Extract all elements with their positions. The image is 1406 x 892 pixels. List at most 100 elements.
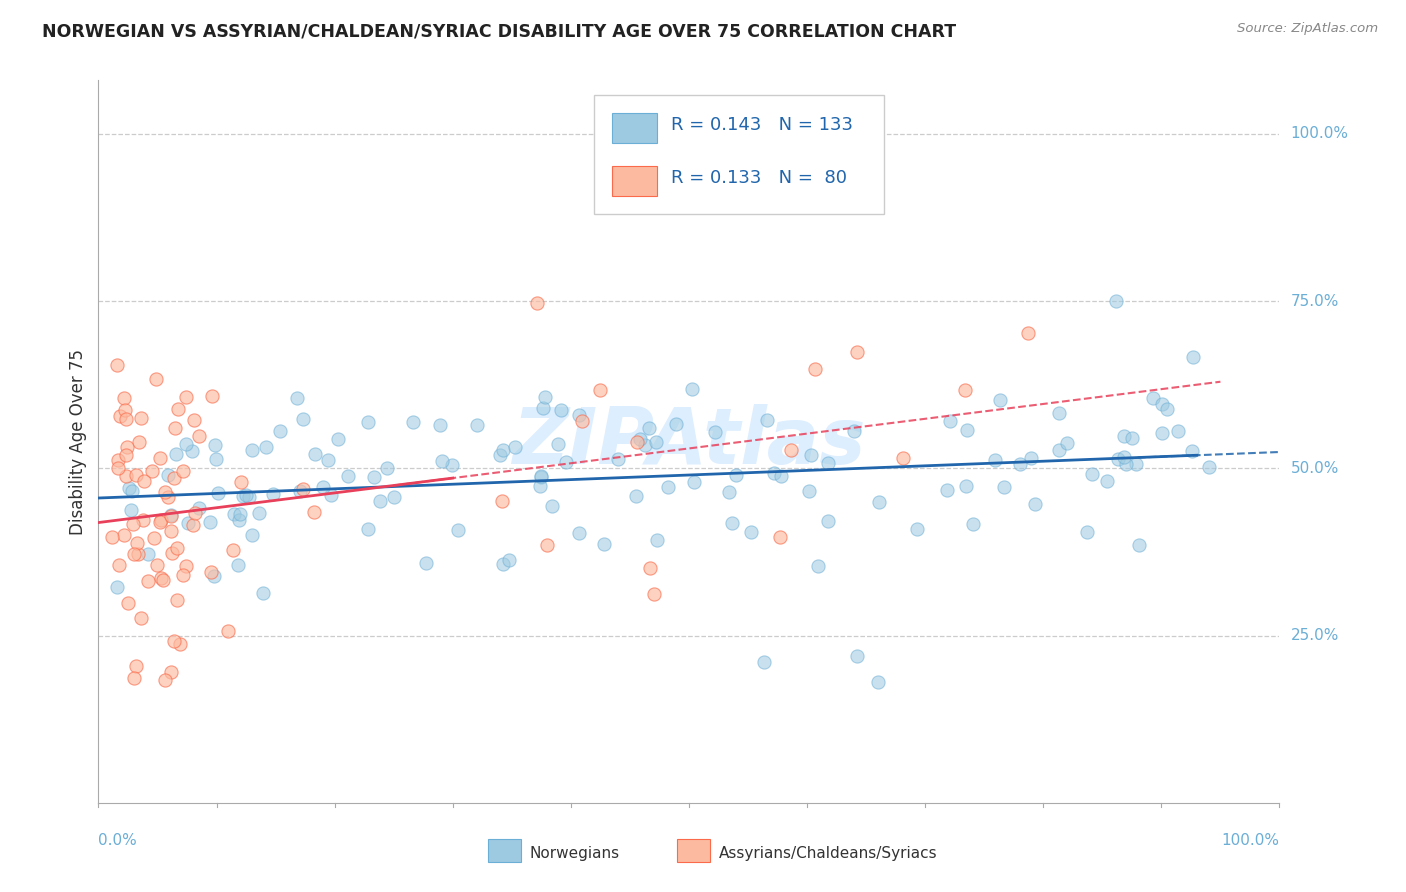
Point [526, 296, 548, 310]
Point [240, 527, 263, 541]
Bar [612, 166, 657, 196]
Y-axis label: Disability Age Over 75: Disability Age Over 75 [69, 349, 87, 534]
Point [993, 480, 1015, 494]
Point [1115, 457, 1137, 471]
Point [128, 434, 150, 449]
Point [703, 425, 725, 439]
Point [269, 424, 291, 438]
Point [247, 506, 270, 520]
Point [531, 401, 554, 415]
Point [304, 505, 326, 519]
Point [162, 633, 184, 648]
Point [254, 441, 277, 455]
Point [207, 486, 229, 500]
Point [845, 648, 868, 663]
Point [721, 516, 744, 530]
Point [645, 435, 668, 450]
Point [817, 514, 839, 528]
Point [498, 553, 520, 567]
Point [645, 533, 668, 547]
Point [1166, 425, 1188, 439]
Point [505, 441, 527, 455]
Point [153, 673, 176, 688]
Point [177, 516, 200, 530]
Point [112, 391, 135, 405]
Point [145, 558, 167, 572]
Point [201, 389, 224, 403]
Point [640, 561, 662, 575]
Point [112, 528, 135, 542]
Point [160, 545, 183, 559]
Point [568, 408, 591, 422]
Point [114, 403, 136, 417]
Point [756, 413, 779, 427]
Point [988, 393, 1011, 408]
Point [163, 421, 186, 435]
Point [533, 390, 555, 404]
Point [717, 484, 740, 499]
Point [1097, 475, 1119, 489]
Point [291, 482, 314, 496]
Point [122, 517, 145, 532]
Point [441, 458, 464, 472]
Point [492, 557, 515, 571]
Point [568, 526, 591, 541]
Point [492, 442, 515, 457]
Point [1047, 406, 1070, 420]
Point [800, 448, 823, 462]
Point [122, 548, 145, 562]
Point [1021, 451, 1043, 466]
Text: 100.0%: 100.0% [1222, 833, 1279, 848]
Point [157, 467, 180, 482]
Point [180, 444, 202, 458]
Point [150, 571, 173, 585]
Point [165, 447, 187, 461]
Point [953, 383, 976, 397]
Point [202, 569, 225, 583]
Point [1156, 402, 1178, 417]
Point [769, 469, 792, 483]
Point [169, 637, 191, 651]
Point [141, 464, 163, 478]
Point [174, 558, 197, 573]
Point [1008, 457, 1031, 471]
Point [159, 524, 181, 539]
Point [252, 586, 274, 600]
Text: R = 0.133   N =  80: R = 0.133 N = 80 [671, 169, 848, 187]
Point [1024, 497, 1046, 511]
Point [935, 483, 957, 497]
Point [138, 574, 160, 588]
Point [105, 580, 128, 594]
Point [172, 464, 194, 478]
Point [114, 412, 136, 426]
Point [1150, 397, 1173, 411]
Text: ZIPAtlas: ZIPAtlas [512, 403, 866, 480]
Point [536, 538, 558, 552]
Point [122, 671, 145, 685]
Point [285, 391, 308, 405]
Point [229, 475, 252, 489]
Point [184, 506, 207, 520]
Point [127, 548, 149, 562]
Point [188, 501, 211, 516]
Point [240, 443, 263, 458]
Point [174, 390, 197, 404]
Point [232, 490, 254, 504]
Point [115, 448, 138, 462]
Point [136, 547, 159, 561]
Point [200, 516, 222, 530]
Point [740, 524, 762, 539]
Point [357, 415, 380, 429]
Text: R = 0.143   N = 133: R = 0.143 N = 133 [671, 117, 853, 135]
Point [204, 451, 226, 466]
Point [183, 517, 205, 532]
Point [868, 495, 890, 509]
Point [377, 461, 399, 475]
Point [160, 665, 183, 680]
Point [159, 508, 181, 523]
Point [962, 517, 984, 532]
Point [1152, 425, 1174, 440]
Point [115, 469, 138, 483]
Point [107, 453, 129, 467]
Point [1107, 451, 1129, 466]
